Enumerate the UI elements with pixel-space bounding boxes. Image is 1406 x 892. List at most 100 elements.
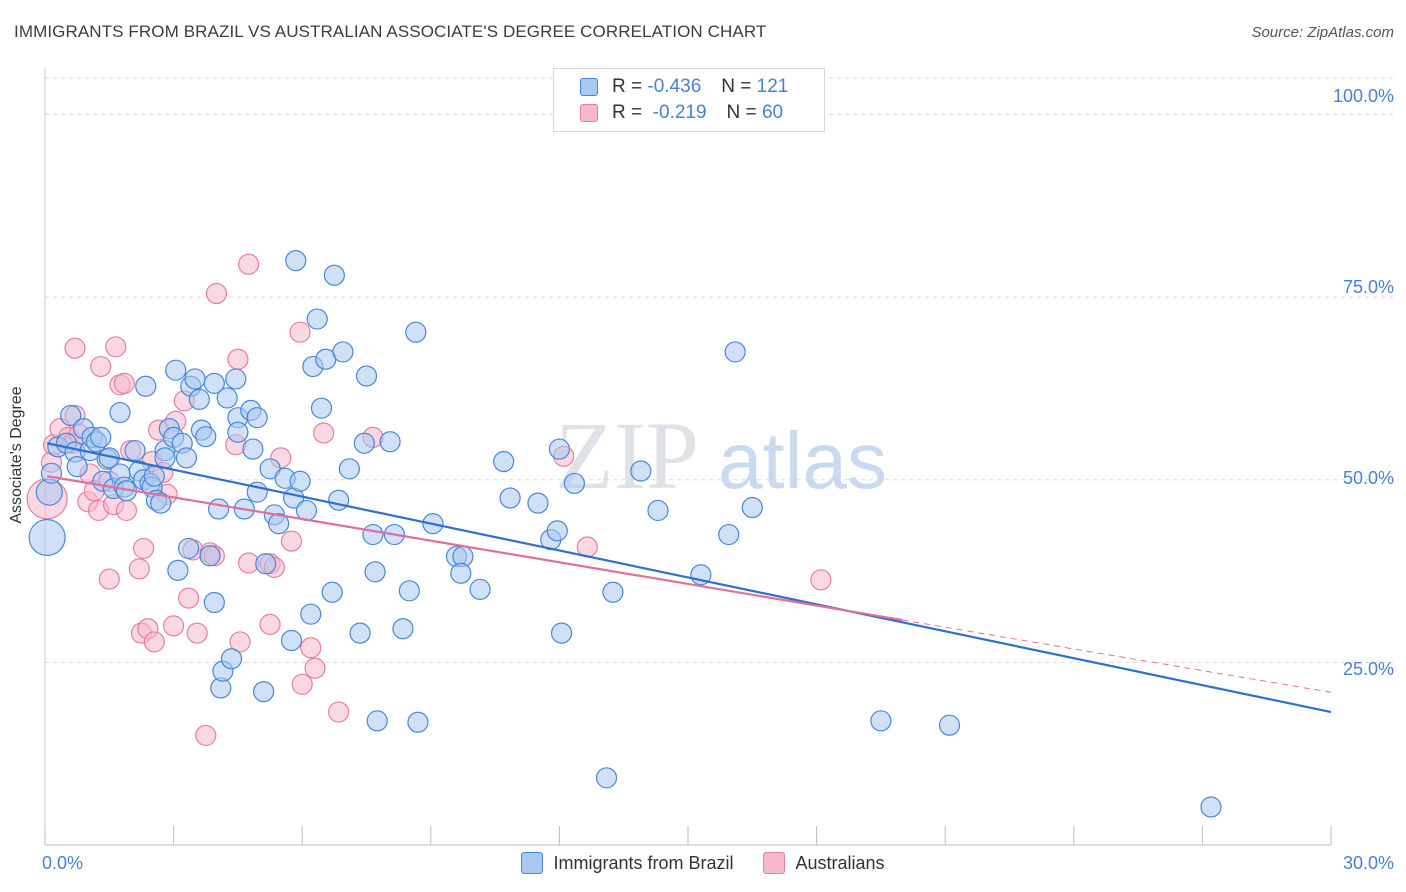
y-tick-25: 25.0% [1342,659,1394,679]
data-point [938,714,961,736]
data-point [188,388,210,411]
data-point [66,456,88,478]
data-point [310,397,333,419]
data-point [216,387,238,409]
data-point [163,615,185,637]
data-point [602,581,624,603]
data-point [175,447,198,469]
data-point [405,321,427,343]
data-point [132,537,155,560]
legend-item-australians: Australians [763,852,885,874]
data-point [184,368,206,390]
data-point [115,499,138,522]
legend-row-australians: R = -0.219 N = 60 [580,101,783,125]
data-point [203,372,225,394]
data-point [355,365,378,387]
legend-label-australians: Australians [795,852,885,873]
legend-n-value: 121 [756,76,789,97]
data-point [199,545,221,567]
legend-r-label: R = [612,76,643,97]
data-point [195,724,217,747]
legend-swatch-blue [521,852,544,874]
data-point [186,622,208,644]
data-point [364,561,386,583]
data-point [227,348,249,370]
data-point [527,492,549,514]
trend-line-australians [46,475,903,622]
data-point [178,587,200,609]
legend-swatch-pink [763,852,786,874]
data-point [225,368,247,390]
data-point [366,710,388,732]
data-point [499,487,521,509]
data-point [392,618,414,640]
data-point [548,438,571,460]
data-point [178,537,200,560]
y-tick-75: 75.0% [1342,277,1394,297]
data-point [195,426,217,448]
data-point [154,447,176,469]
data-point [493,450,515,473]
data-point [338,458,360,480]
data-point [60,404,82,427]
trend-lines [46,442,1332,714]
data-point [109,401,131,424]
series-brazil-points [28,250,1222,818]
data-point [469,578,491,600]
x-tick-30: 30.0% [1342,853,1394,873]
data-point [285,250,307,272]
data-point [203,591,225,614]
data-point [563,472,586,495]
data-point [289,321,311,343]
data-point [407,711,429,733]
data-point [143,465,165,487]
data-point [90,355,112,378]
legend-n-label: N = [721,76,752,97]
data-point [124,439,146,462]
legend-row-brazil: R = -0.436 N = 121 [580,75,788,99]
legend-swatch-blue [580,78,598,96]
data-point [135,375,157,397]
chart-title: IMMIGRANTS FROM BRAZIL VS AUSTRALIAN ASS… [14,22,767,41]
legend-r-value: -0.219 [652,102,707,123]
data-point [105,336,127,358]
legend-label-brazil: Immigrants from Brazil [553,852,734,873]
watermark-atlas: atlas [718,416,887,505]
data-point [98,568,120,590]
data-point [205,282,228,305]
legend-n-label: N = [726,102,757,123]
legend-r-value: -0.436 [647,76,702,97]
data-point [208,498,230,520]
data-point [40,462,63,484]
data-point [253,680,275,703]
data-point [165,359,187,381]
x-tick-0: 0.0% [42,853,84,873]
data-point [28,518,66,557]
data-point [362,523,384,546]
data-point [143,631,165,653]
data-point [550,622,573,644]
data-point [332,341,354,363]
y-tick-50: 50.0% [1342,468,1394,488]
data-point [349,622,371,644]
data-point [546,520,568,542]
data-point [227,421,249,443]
data-point [291,673,313,695]
source-label: Source: ZipAtlas.com [1251,24,1394,41]
stats-legend: R = -0.436 N = 121 R = -0.219 N = 60 [553,68,825,132]
data-point [167,559,189,581]
data-point [220,648,243,670]
data-point [595,767,618,789]
data-point [353,432,375,454]
data-point [113,372,135,394]
series-legend: Immigrants from Brazil Australians [0,852,1406,874]
data-point [246,407,268,429]
legend-swatch-pink [580,104,598,122]
data-point [150,492,172,514]
data-point [280,629,303,652]
data-point [647,499,669,522]
data-point [630,460,652,482]
data-point [321,581,343,603]
y-axis-label: Associate's Degree [8,386,25,524]
data-point [255,553,277,575]
